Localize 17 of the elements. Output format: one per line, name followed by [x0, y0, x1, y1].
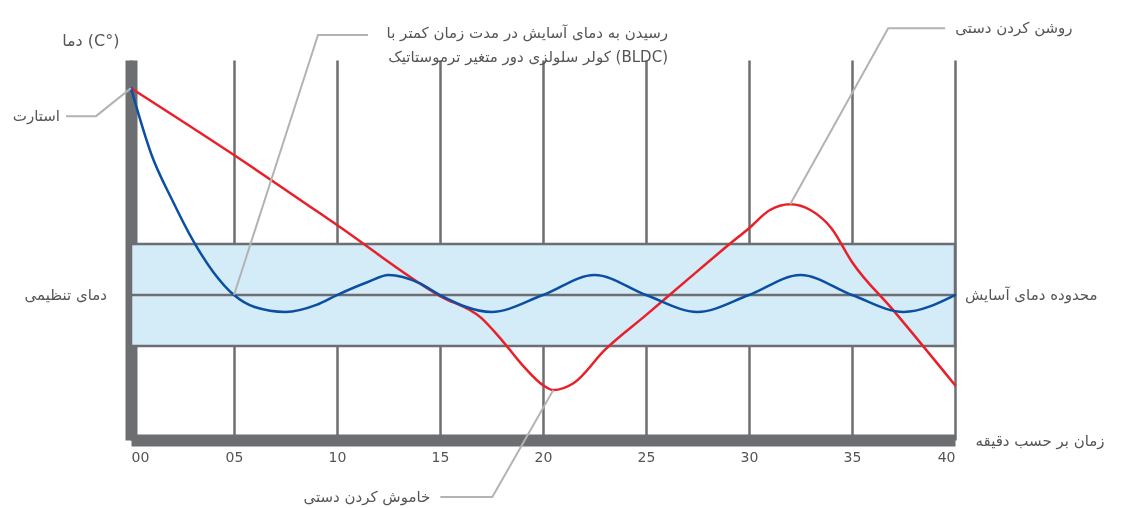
- annotation: روشن کردن دستی: [955, 19, 1073, 38]
- x-tick-label: 30: [740, 448, 759, 465]
- x-tick-label: 10: [328, 448, 347, 465]
- y-axis-title: دما (C°): [62, 30, 120, 50]
- x-tick-label: 20: [534, 448, 553, 465]
- x-tick-label: 35: [843, 448, 862, 465]
- x-tick-label: 15: [431, 448, 450, 465]
- annotation: خاموش کردن دستی: [303, 488, 431, 507]
- x-axis-title: زمان بر حسب دقیقه: [975, 431, 1105, 450]
- annotation: رسیدن به دمای آسایش در مدت زمان کمتر با کولر سلولزی دور متغیر ترموستاتیک (BLDC): [386, 24, 668, 67]
- x-tick-label: 25: [637, 448, 656, 465]
- band-label: محدوده دمای آسایش: [965, 286, 1098, 305]
- x-tick-label: 40: [937, 448, 956, 465]
- x-tick-label: 05: [225, 448, 244, 465]
- x-tick-label: 00: [131, 448, 150, 465]
- ref-line-label: دمای تنظیمی: [24, 286, 107, 305]
- annotation: استارت: [12, 107, 60, 126]
